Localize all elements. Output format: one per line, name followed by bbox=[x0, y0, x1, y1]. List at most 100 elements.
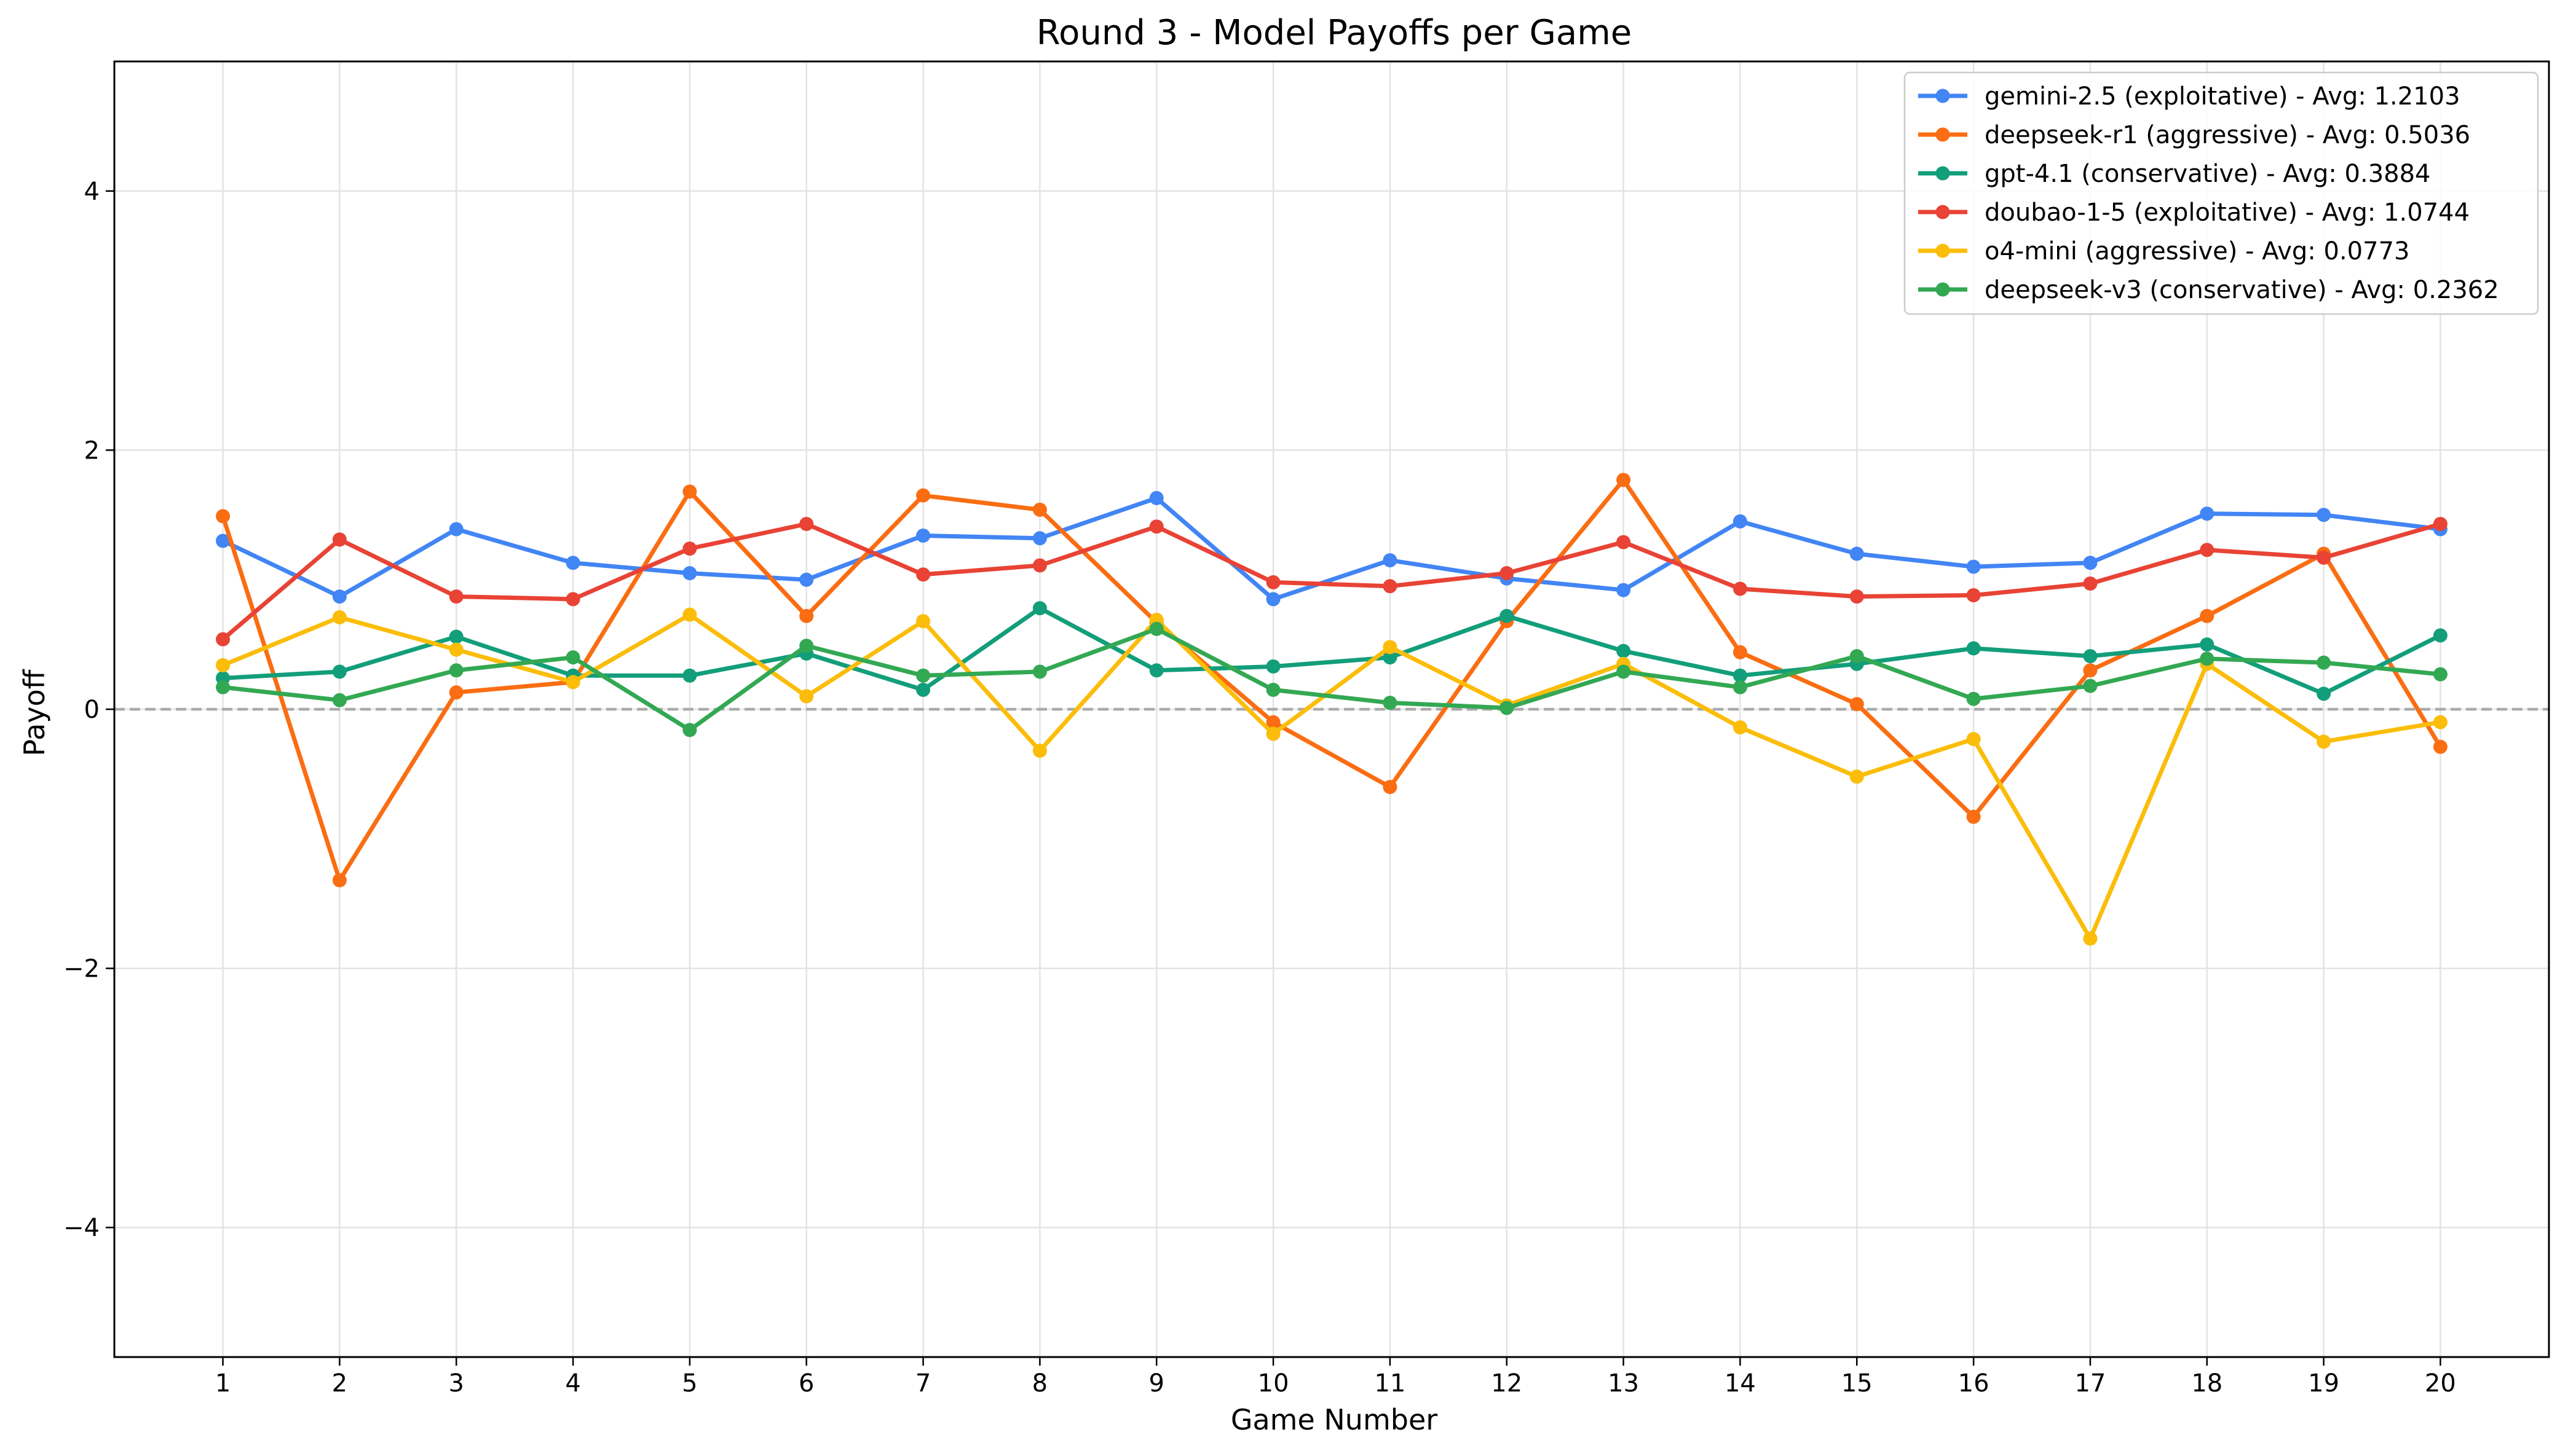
legend-label: o4-mini (aggressive) - Avg: 0.0773 bbox=[1985, 237, 2409, 266]
x-tick-label: 17 bbox=[2074, 1369, 2106, 1398]
series-3 bbox=[216, 601, 2447, 701]
data-point bbox=[332, 589, 347, 604]
data-point bbox=[2200, 506, 2214, 521]
data-point bbox=[1966, 559, 1981, 574]
data-point bbox=[1732, 581, 1747, 596]
data-point bbox=[2200, 608, 2214, 623]
x-tick-label: 2 bbox=[332, 1369, 347, 1398]
data-point bbox=[332, 873, 347, 887]
data-point bbox=[332, 532, 347, 547]
data-point bbox=[1849, 769, 1864, 784]
data-point bbox=[1966, 691, 1981, 706]
data-point bbox=[799, 639, 814, 653]
x-tick-label: 1 bbox=[215, 1369, 231, 1398]
data-point bbox=[566, 592, 580, 607]
data-point bbox=[449, 685, 464, 700]
data-point bbox=[2083, 576, 2098, 591]
legend-label: gpt-4.1 (conservative) - Avg: 0.3884 bbox=[1985, 160, 2431, 188]
data-point bbox=[1499, 566, 1514, 581]
data-point bbox=[1032, 743, 1047, 758]
y-tick-label: −2 bbox=[63, 955, 100, 983]
series-line bbox=[221, 626, 2443, 733]
data-point bbox=[2200, 543, 2214, 557]
legend-box bbox=[1903, 71, 2539, 315]
legend-label: deepseek-r1 (aggressive) - Avg: 0.5036 bbox=[1985, 121, 2470, 149]
data-point bbox=[1266, 575, 1281, 589]
data-point bbox=[799, 517, 814, 532]
series-layer bbox=[216, 473, 2447, 946]
legend-label: deepseek-v3 (conservative) - Avg: 0.2362 bbox=[1985, 276, 2499, 304]
x-tick-label: 8 bbox=[1032, 1369, 1048, 1398]
data-point bbox=[916, 614, 931, 629]
data-point bbox=[1032, 558, 1047, 573]
x-tick-label: 13 bbox=[1608, 1369, 1639, 1398]
data-point bbox=[2200, 637, 2214, 652]
data-point bbox=[1266, 659, 1281, 674]
data-point bbox=[1966, 809, 1981, 824]
data-point bbox=[916, 529, 931, 543]
data-point bbox=[1383, 695, 1397, 710]
data-point bbox=[682, 668, 697, 683]
data-point bbox=[2317, 687, 2331, 701]
series-6 bbox=[216, 621, 2447, 738]
chart-title: Round 3 - Model Payoffs per Game bbox=[1037, 13, 1632, 53]
data-point bbox=[332, 664, 347, 679]
x-tick-label: 14 bbox=[1724, 1369, 1756, 1398]
data-point bbox=[2317, 550, 2331, 565]
x-tick-label: 3 bbox=[448, 1369, 464, 1398]
legend-swatch-marker bbox=[1935, 166, 1950, 181]
data-point bbox=[1849, 697, 1864, 712]
x-tick-label: 10 bbox=[1258, 1369, 1289, 1398]
data-point bbox=[2317, 655, 2331, 670]
data-point bbox=[216, 632, 231, 647]
data-point bbox=[1616, 473, 1631, 487]
legend-entry: doubao-1-5 (exploitative) - Avg: 1.0744 bbox=[1918, 199, 2470, 227]
data-point bbox=[1149, 490, 1164, 505]
series-line bbox=[221, 522, 2443, 642]
data-point bbox=[216, 533, 231, 548]
data-point bbox=[1616, 535, 1631, 549]
data-point bbox=[799, 608, 814, 623]
data-point bbox=[1732, 680, 1747, 695]
legend-swatch-marker bbox=[1935, 205, 1950, 219]
data-point bbox=[1149, 663, 1164, 678]
y-tick-label: −4 bbox=[63, 1214, 100, 1242]
data-point bbox=[1032, 601, 1047, 616]
legend-swatch-marker bbox=[1935, 127, 1950, 142]
data-point bbox=[682, 484, 697, 499]
data-point bbox=[2433, 628, 2447, 643]
x-tick-label: 7 bbox=[915, 1369, 931, 1398]
data-point bbox=[1266, 715, 1281, 730]
data-point bbox=[566, 650, 580, 665]
data-point bbox=[1266, 726, 1281, 741]
x-tick-label: 9 bbox=[1149, 1369, 1164, 1398]
legend-entry: gemini-2.5 (exploitative) - Avg: 1.2103 bbox=[1918, 82, 2460, 111]
data-point bbox=[1383, 650, 1397, 665]
data-point bbox=[1383, 553, 1397, 568]
data-point bbox=[449, 629, 464, 644]
data-point bbox=[1149, 621, 1164, 636]
data-point bbox=[449, 663, 464, 678]
legend-swatch-marker bbox=[1935, 89, 1950, 103]
legend-entry: deepseek-v3 (conservative) - Avg: 0.2362 bbox=[1918, 276, 2499, 304]
data-point bbox=[916, 567, 931, 582]
data-point bbox=[2433, 715, 2447, 730]
data-point bbox=[1732, 668, 1747, 683]
data-point bbox=[682, 723, 697, 738]
data-point bbox=[1032, 502, 1047, 517]
y-tick-label: 4 bbox=[84, 178, 100, 206]
data-point bbox=[2200, 651, 2214, 666]
data-point bbox=[1966, 588, 1981, 602]
data-point bbox=[1383, 640, 1397, 655]
data-point bbox=[1732, 720, 1747, 735]
data-point bbox=[566, 675, 580, 690]
x-tick-label: 20 bbox=[2425, 1369, 2456, 1398]
data-point bbox=[916, 682, 931, 697]
series-line bbox=[221, 606, 2443, 696]
data-point bbox=[1849, 546, 1864, 561]
legend-swatch-marker bbox=[1935, 243, 1950, 258]
data-point bbox=[332, 693, 347, 707]
data-point bbox=[1732, 514, 1747, 529]
